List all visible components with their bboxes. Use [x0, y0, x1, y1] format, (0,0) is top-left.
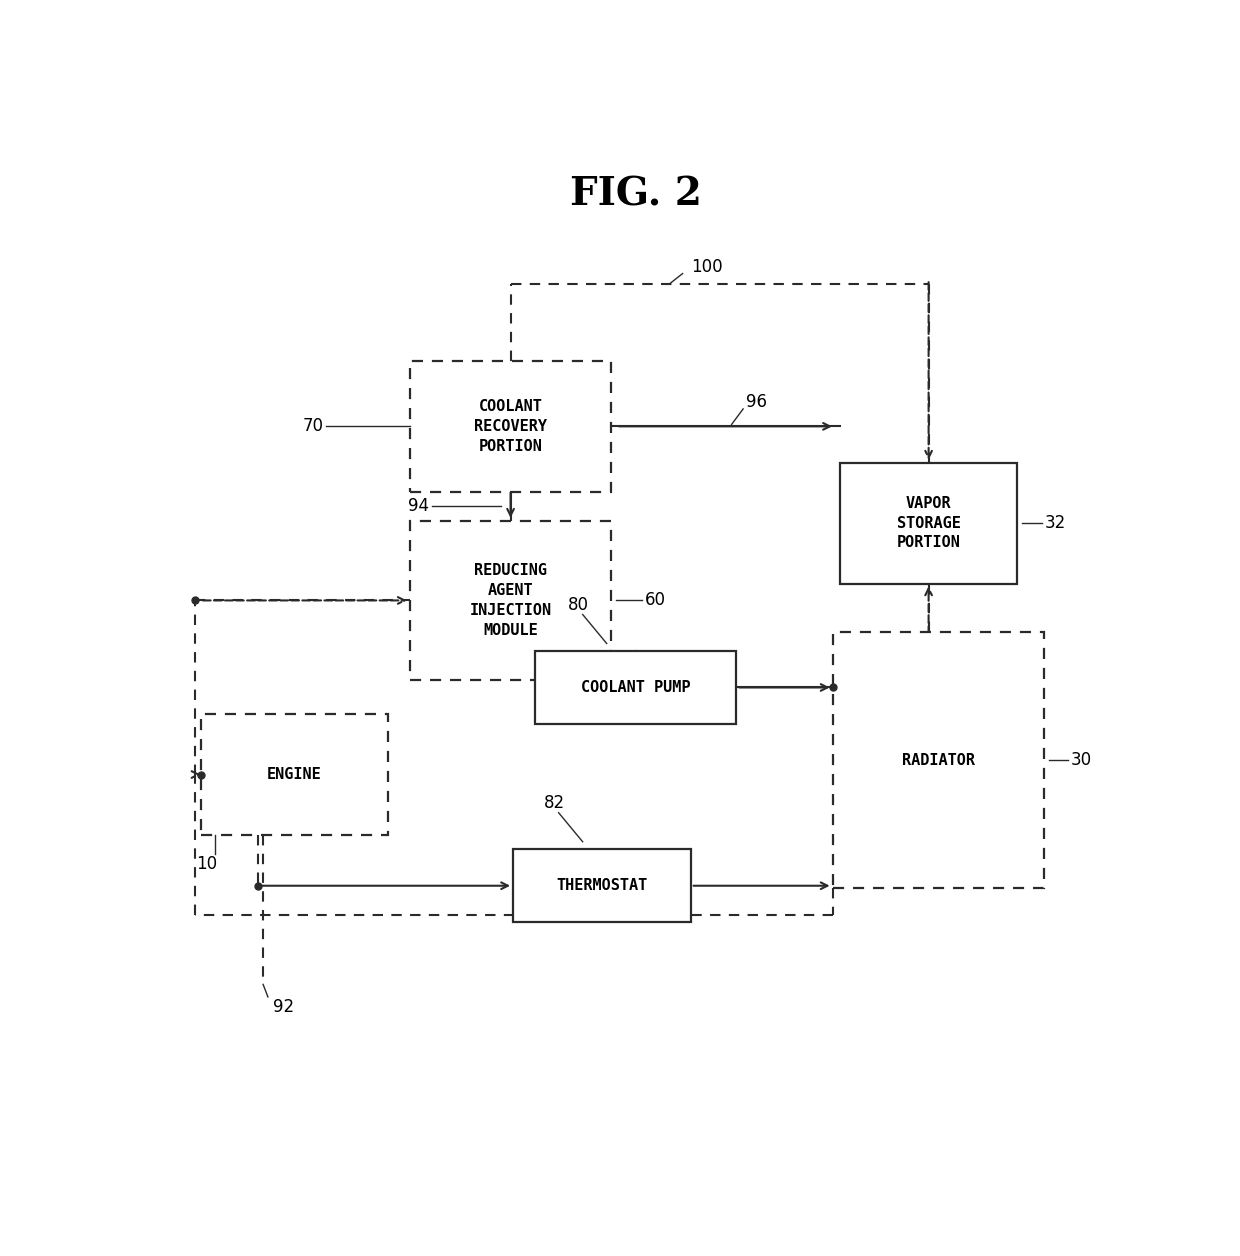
- Text: 30: 30: [1071, 751, 1092, 769]
- Bar: [534, 651, 737, 723]
- Text: FIG. 2: FIG. 2: [569, 176, 702, 214]
- Bar: [839, 462, 1018, 584]
- Text: 60: 60: [645, 592, 666, 609]
- Text: 94: 94: [408, 497, 429, 515]
- Bar: [832, 632, 1044, 888]
- Text: 32: 32: [1044, 514, 1065, 533]
- Text: COOLANT
RECOVERY
PORTION: COOLANT RECOVERY PORTION: [474, 399, 547, 453]
- Text: 92: 92: [273, 997, 294, 1016]
- Text: 100: 100: [691, 257, 723, 276]
- Text: THERMOSTAT: THERMOSTAT: [557, 878, 647, 893]
- Bar: [409, 360, 611, 491]
- Text: ENGINE: ENGINE: [267, 767, 321, 782]
- Text: 96: 96: [746, 393, 768, 411]
- Bar: [201, 715, 388, 835]
- Text: 70: 70: [303, 417, 324, 436]
- Bar: [513, 849, 691, 922]
- Text: 80: 80: [568, 595, 589, 614]
- Text: 82: 82: [544, 794, 565, 813]
- Text: 10: 10: [196, 855, 217, 873]
- Text: REDUCING
AGENT
INJECTION
MODULE: REDUCING AGENT INJECTION MODULE: [470, 563, 552, 638]
- Text: VAPOR
STORAGE
PORTION: VAPOR STORAGE PORTION: [897, 496, 961, 550]
- Bar: [409, 521, 611, 681]
- Text: RADIATOR: RADIATOR: [901, 752, 975, 767]
- Text: COOLANT PUMP: COOLANT PUMP: [580, 679, 691, 695]
